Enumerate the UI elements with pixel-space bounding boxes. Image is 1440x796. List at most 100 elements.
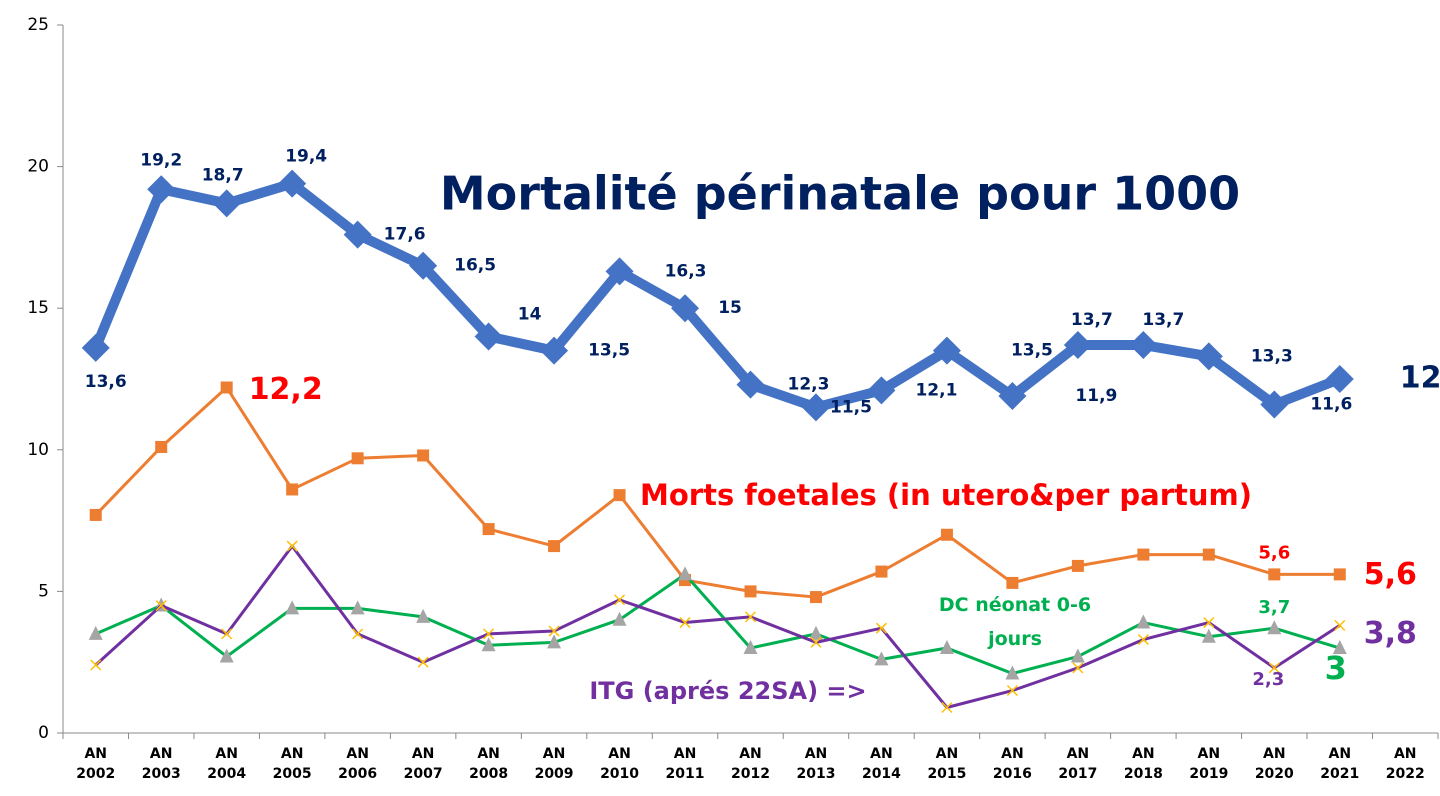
y-tick-label: 10	[27, 440, 49, 460]
value-label: 13,3	[1251, 346, 1293, 366]
x-tick-label: AN 2008	[469, 746, 509, 782]
x-tick-label: AN 2016	[992, 746, 1032, 782]
point	[482, 523, 495, 536]
point	[547, 634, 562, 649]
x-tick-label: AN 2004	[207, 746, 247, 782]
value-label: 11,6	[1310, 394, 1352, 414]
point	[671, 294, 700, 323]
point	[417, 656, 429, 668]
point	[483, 628, 495, 640]
point	[809, 591, 822, 604]
value-label: 3,7	[1258, 597, 1290, 618]
value-label: 3	[1325, 649, 1347, 687]
point	[416, 608, 431, 623]
point	[605, 257, 634, 286]
series-line	[95, 572, 1341, 676]
point	[1334, 619, 1346, 631]
point	[548, 540, 561, 553]
value-label: 5,6	[1364, 557, 1417, 592]
point	[343, 220, 372, 249]
point	[1333, 568, 1346, 581]
point	[1267, 620, 1282, 635]
value-label: 13,5	[1011, 341, 1053, 361]
x-tick-label: AN 2021	[1320, 746, 1360, 782]
point	[351, 452, 364, 465]
x-tick-label: AN 2015	[927, 746, 967, 782]
point	[1325, 365, 1354, 393]
value-label: 16,5	[454, 256, 496, 276]
value-label: 3,8	[1364, 616, 1417, 651]
point	[679, 617, 691, 629]
point	[875, 622, 887, 634]
x-tick-label: AN 2002	[76, 746, 116, 782]
point	[89, 508, 102, 521]
point	[352, 628, 364, 640]
value-label: 2,3	[1252, 669, 1284, 690]
value-label: 15	[718, 298, 742, 318]
point	[221, 628, 233, 640]
point	[1203, 617, 1215, 629]
point	[1005, 665, 1020, 680]
point	[540, 336, 569, 365]
point	[417, 449, 430, 462]
point	[1136, 614, 1151, 629]
point	[1071, 559, 1084, 572]
value-label: 16,3	[665, 261, 707, 281]
point	[744, 611, 757, 623]
x-tick-label: AN 2009	[534, 746, 574, 782]
x-tick-label: AN 2010	[600, 746, 640, 782]
point	[212, 189, 241, 218]
point	[88, 625, 103, 640]
point	[810, 636, 822, 648]
series-name: Morts foetales (in utero&per partum)	[640, 478, 1252, 512]
x-tick-label: AN 2011	[665, 746, 705, 782]
point	[612, 611, 627, 626]
point	[1202, 548, 1215, 561]
point	[548, 625, 560, 637]
point	[743, 640, 758, 655]
value-label: 12,2	[249, 372, 323, 407]
point	[481, 637, 496, 652]
series-line	[94, 385, 1340, 599]
x-tick-label: AN 2012	[731, 746, 770, 782]
point	[1332, 640, 1347, 655]
value-label: 19,2	[140, 150, 182, 170]
x-tick-label: AN 2017	[1058, 746, 1098, 782]
point	[1194, 342, 1223, 371]
point	[220, 381, 233, 394]
x-tick-label: AN 2013	[796, 746, 836, 782]
point	[939, 640, 954, 655]
point	[736, 370, 765, 399]
point	[90, 659, 102, 671]
point	[613, 489, 626, 502]
point	[1268, 568, 1281, 581]
point	[1137, 634, 1149, 646]
point	[1072, 662, 1084, 674]
point	[678, 566, 693, 581]
point	[1137, 548, 1150, 561]
x-tick-label: AN 2018	[1123, 746, 1163, 782]
point	[1063, 331, 1092, 360]
point	[867, 376, 896, 405]
value-label: 13,7	[1142, 310, 1184, 330]
point	[1070, 648, 1085, 663]
point	[874, 651, 889, 666]
y-tick-label: 15	[27, 298, 49, 318]
point	[941, 701, 953, 714]
series-line	[94, 544, 1341, 710]
x-tick-label: AN 2006	[338, 746, 378, 782]
x-tick-label: AN 2007	[403, 746, 443, 782]
value-label: 13,6	[85, 372, 127, 392]
point	[998, 381, 1027, 410]
point	[744, 585, 757, 598]
point	[940, 528, 953, 541]
point	[808, 625, 823, 640]
point	[285, 600, 300, 615]
point	[286, 540, 298, 552]
x-tick-label: AN 2003	[141, 746, 181, 782]
value-label: 11,9	[1075, 386, 1117, 406]
x-tick-label: AN 2019	[1189, 746, 1229, 782]
point	[932, 336, 961, 365]
point	[278, 169, 307, 198]
